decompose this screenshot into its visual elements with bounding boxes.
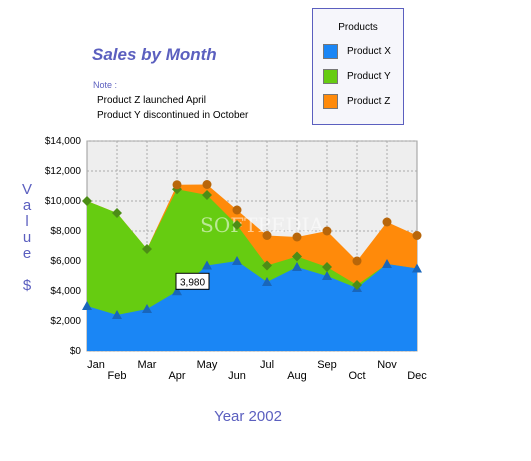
legend-swatch-product-z	[323, 94, 338, 109]
y-axis-label-char: $	[22, 277, 32, 294]
note-line-1: Product Z launched April	[97, 95, 206, 106]
x-tick-label: Aug	[287, 370, 307, 382]
marker-product-x	[202, 260, 212, 270]
x-tick-label: Apr	[168, 370, 185, 382]
legend-title: Products	[338, 22, 378, 33]
marker-product-y	[232, 220, 242, 230]
marker-product-x	[322, 271, 332, 280]
note-line-2: Product Y discontinued in October	[97, 110, 249, 121]
x-tick-label: Jan	[87, 359, 105, 371]
marker-product-x	[112, 310, 122, 319]
y-tick-label: $4,000	[50, 286, 81, 297]
y-tick-label: $2,000	[50, 316, 81, 327]
legend-swatch-product-x	[323, 44, 338, 59]
marker-product-y	[262, 260, 272, 271]
marker-product-y	[112, 208, 122, 218]
y-tick-label: $14,000	[45, 136, 82, 147]
marker-product-z	[382, 217, 392, 227]
marker-product-x	[82, 301, 92, 310]
marker-product-x	[232, 256, 242, 265]
marker-product-z	[412, 231, 422, 240]
x-tick-label: Nov	[377, 359, 397, 371]
marker-product-x	[172, 286, 182, 296]
data-callout-box	[175, 272, 210, 290]
marker-product-z	[202, 180, 212, 189]
y-axis-label-char: e	[22, 245, 32, 262]
marker-product-y	[142, 244, 152, 254]
y-axis-label-char: l	[25, 213, 29, 230]
y-axis-label-char: u	[22, 229, 32, 246]
marker-product-x	[382, 259, 392, 268]
marker-product-y	[322, 262, 332, 272]
y-axis-label-char: V	[21, 181, 32, 198]
marker-product-y	[82, 196, 92, 206]
marker-product-z	[262, 231, 272, 240]
x-tick-label: Mar	[138, 359, 157, 371]
x-axis-label: Year 2002	[214, 408, 282, 425]
legend: Products Product X Product Y Product Z	[312, 8, 404, 125]
marker-product-x	[292, 262, 302, 271]
y-tick-label: $10,000	[45, 196, 82, 207]
x-tick-label: Oct	[348, 370, 365, 382]
y-tick-label: $12,000	[45, 166, 82, 177]
marker-product-z	[172, 180, 182, 190]
x-tick-label: Sep	[317, 359, 337, 371]
y-tick-label: $8,000	[50, 226, 81, 237]
legend-label-product-y: Product Y	[347, 71, 391, 82]
marker-product-x	[142, 304, 152, 313]
data-callout-label: 3,980	[180, 277, 205, 288]
data-callout: 3,980	[175, 272, 210, 290]
marker-product-y	[202, 190, 212, 200]
area-product-x	[87, 261, 417, 351]
x-tick-label: Jul	[260, 359, 274, 371]
note-label: Note :	[93, 80, 118, 90]
legend-label-product-x: Product X	[347, 46, 391, 57]
marker-product-x	[412, 263, 422, 273]
legend-swatch-product-y	[323, 69, 338, 84]
marker-product-z	[232, 205, 242, 215]
x-tick-label: May	[197, 359, 218, 371]
x-tick-label: Dec	[407, 370, 427, 382]
marker-product-z	[292, 232, 302, 242]
legend-label-product-z: Product Z	[347, 96, 391, 107]
watermark: SOFTPEDIA	[200, 213, 324, 237]
y-tick-label: $0	[70, 346, 82, 357]
marker-product-y	[292, 251, 302, 262]
y-tick-label: $6,000	[50, 256, 81, 267]
y-axis-label-char: a	[22, 197, 32, 214]
marker-product-z	[352, 256, 362, 266]
chart-title: Sales by Month	[92, 45, 217, 64]
marker-product-y	[352, 280, 362, 290]
x-tick-label: Feb	[108, 370, 127, 382]
marker-product-x	[262, 277, 272, 286]
x-tick-label: Jun	[228, 370, 246, 382]
marker-product-z	[322, 226, 332, 236]
